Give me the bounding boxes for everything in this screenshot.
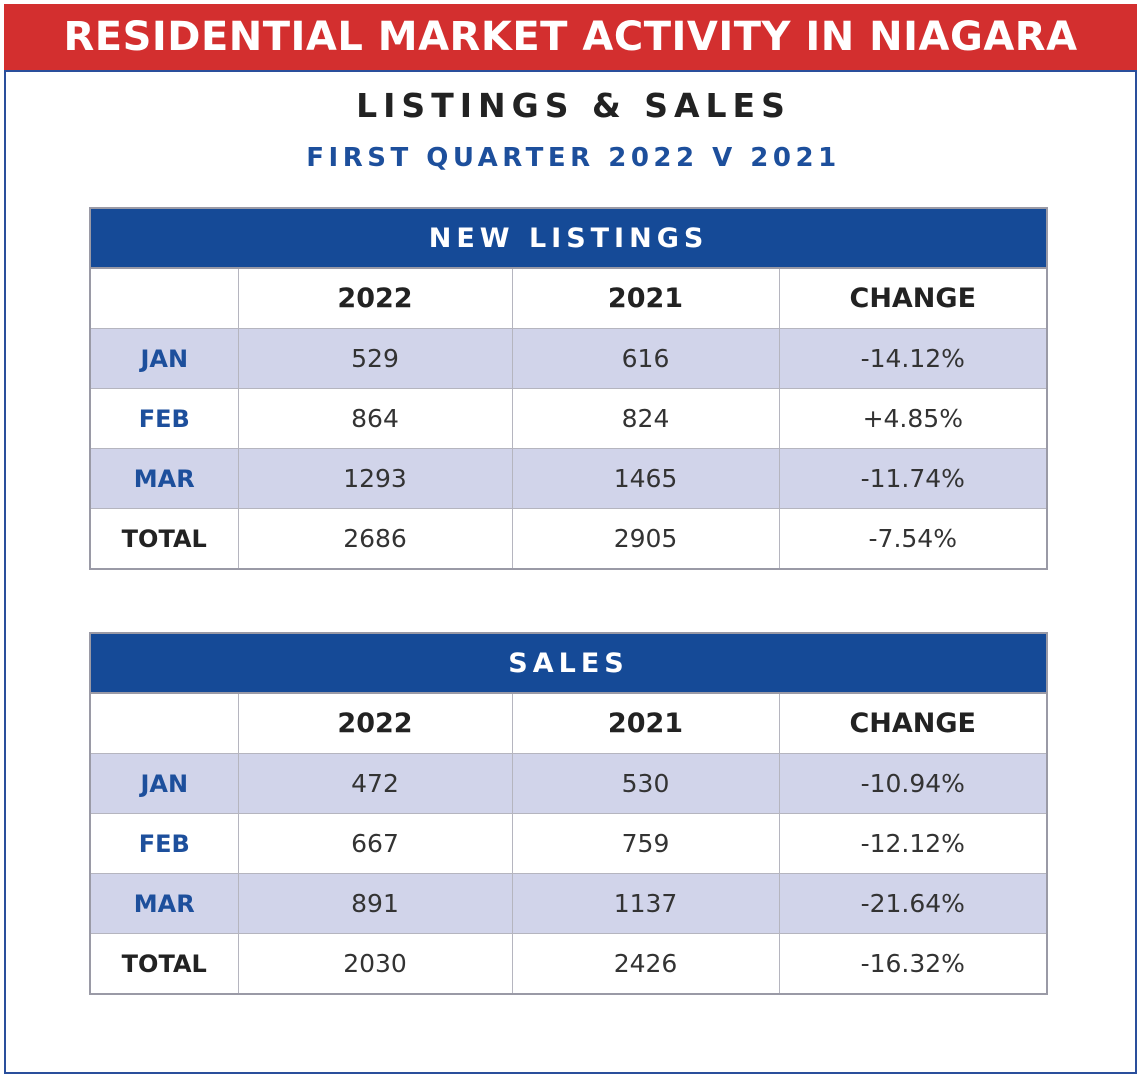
- table-title: SALES: [89, 632, 1048, 694]
- table-row: TOTAL 2030 2426 -16.32%: [89, 933, 1048, 995]
- table-cell: 616: [511, 328, 780, 389]
- table-cell: 2426: [511, 933, 780, 995]
- banner-title: RESIDENTIAL MARKET ACTIVITY IN NIAGARA: [63, 14, 1078, 60]
- column-header: [89, 267, 239, 329]
- column-header: [89, 692, 239, 754]
- table-cell: 529: [237, 328, 513, 389]
- sales-table: SALES 2022 2021 CHANGE JAN 472 530 -10.9…: [89, 632, 1048, 995]
- table-cell: 472: [237, 753, 513, 814]
- table-cell: -21.64%: [778, 873, 1048, 934]
- table-title: NEW LISTINGS: [88, 207, 1049, 269]
- row-label: FEB: [89, 388, 239, 449]
- column-header: CHANGE: [778, 267, 1048, 329]
- column-header: 2021: [511, 267, 780, 329]
- table-cell: 1293: [237, 448, 513, 509]
- new-listings-table: NEW LISTINGS 2022 2021 CHANGE JAN 529 61…: [88, 207, 1049, 570]
- row-label: TOTAL: [89, 933, 239, 995]
- row-label: JAN: [89, 753, 239, 814]
- table-cell: -7.54%: [778, 508, 1048, 570]
- table-row: FEB 667 759 -12.12%: [89, 813, 1048, 874]
- table-cell: 759: [511, 813, 780, 874]
- table-cell: -12.12%: [778, 813, 1048, 874]
- table-cell: +4.85%: [778, 388, 1048, 449]
- row-label: TOTAL: [89, 508, 239, 570]
- table-row: JAN 472 530 -10.94%: [89, 753, 1048, 814]
- table-cell: 824: [511, 388, 780, 449]
- table-cell: 667: [237, 813, 513, 874]
- table-cell: 2686: [237, 508, 513, 570]
- column-header: 2022: [237, 692, 513, 754]
- column-header: 2021: [511, 692, 780, 754]
- table-row: FEB 864 824 +4.85%: [89, 388, 1048, 449]
- table-row: TOTAL 2686 2905 -7.54%: [89, 508, 1048, 570]
- table-cell: -11.74%: [778, 448, 1048, 509]
- table-row: JAN 529 616 -14.12%: [89, 328, 1048, 389]
- row-label: MAR: [89, 448, 239, 509]
- table-cell: 530: [511, 753, 780, 814]
- table-cell: 2030: [237, 933, 513, 995]
- table-row: MAR 1293 1465 -11.74%: [89, 448, 1048, 509]
- table-cell: -16.32%: [778, 933, 1048, 995]
- table-cell: 1137: [511, 873, 780, 934]
- page-subtitle: FIRST QUARTER 2022 V 2021: [306, 143, 841, 173]
- row-label: MAR: [89, 873, 239, 934]
- banner: RESIDENTIAL MARKET ACTIVITY IN NIAGARA: [4, 4, 1137, 72]
- table-cell: 864: [237, 388, 513, 449]
- table-cell: 2905: [511, 508, 780, 570]
- page-title: LISTINGS & SALES: [356, 86, 791, 125]
- table-cell: -10.94%: [778, 753, 1048, 814]
- table-cell: 891: [237, 873, 513, 934]
- column-header: 2022: [237, 267, 513, 329]
- column-header: CHANGE: [778, 692, 1048, 754]
- row-label: FEB: [89, 813, 239, 874]
- table-cell: 1465: [511, 448, 780, 509]
- table-cell: -14.12%: [778, 328, 1048, 389]
- row-label: JAN: [89, 328, 239, 389]
- table-row: MAR 891 1137 -21.64%: [89, 873, 1048, 934]
